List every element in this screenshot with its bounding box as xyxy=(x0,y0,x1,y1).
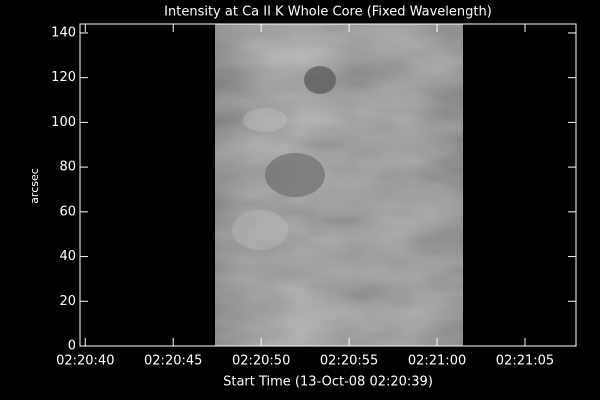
y-tick-label: 40 xyxy=(59,249,76,264)
y-tick-label: 0 xyxy=(68,339,76,354)
x-tick-label: 02:21:05 xyxy=(496,354,554,369)
x-tick-label: 02:20:40 xyxy=(56,354,114,369)
y-tick-label: 20 xyxy=(59,294,76,309)
chart-title: Intensity at Ca II K Whole Core (Fixed W… xyxy=(164,5,492,20)
y-axis-label: arcsec xyxy=(28,168,41,204)
y-tick-label: 140 xyxy=(51,25,76,40)
plot-frame xyxy=(79,23,577,347)
x-tick-label: 02:21:00 xyxy=(408,354,466,369)
x-tick-label: 02:20:55 xyxy=(320,354,378,369)
y-tick-label: 60 xyxy=(59,204,76,219)
y-tick-label: 100 xyxy=(51,115,76,130)
y-tick-label: 120 xyxy=(51,70,76,85)
y-tick-label: 80 xyxy=(59,160,76,175)
x-tick-label: 02:20:45 xyxy=(144,354,202,369)
x-axis-label: Start Time (13-Oct-08 02:20:39) xyxy=(223,375,433,390)
solar-image xyxy=(215,24,463,346)
x-tick-label: 02:20:50 xyxy=(232,354,290,369)
